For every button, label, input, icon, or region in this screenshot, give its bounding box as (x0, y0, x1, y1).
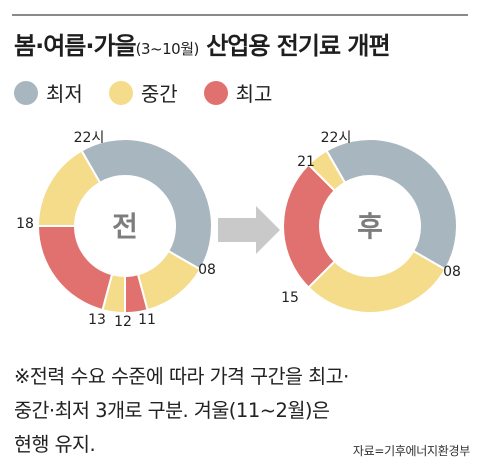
donut0-tick-label: 18 (16, 216, 34, 232)
donut0-segment-22-8 (80, 138, 213, 271)
footnote-line: ※전력 수요 수준에 따라 가격 구간을 최고· (14, 365, 349, 388)
title-rest: 산업용 전기료 개편 (198, 32, 390, 60)
legend-item-lowest: 최저 (14, 78, 83, 107)
legend-swatch-lowest (14, 80, 38, 105)
legend-label-lowest: 최저 (46, 82, 83, 106)
legend: 최저 중간 최고 (14, 78, 298, 107)
donut-charts: 전 22시 08 11 12 13 18 후 22시 08 15 21 (16, 130, 461, 330)
arrow-right-icon (218, 206, 280, 254)
footnote-line: 현행 유지. (14, 433, 96, 456)
donut0-segment-13-18 (36, 225, 114, 312)
title-main: 봄·여름·가을 (14, 32, 137, 60)
source-credit: 자료=기후에너지환경부 (352, 444, 470, 458)
donut1-segment-21-22 (307, 149, 347, 193)
donut1-tick-label: 22시 (321, 130, 352, 146)
donut0-segment-18-22 (36, 149, 102, 227)
donut1-segment-8-15 (307, 249, 447, 314)
donut0-tick-label: 13 (88, 312, 106, 328)
footnote: ※전력 수요 수준에 따라 가격 구간을 최고· 중간·최저 3개로 구분. 겨… (14, 360, 349, 462)
donut0-tick-label: 22시 (74, 130, 105, 146)
title-sub: (3~10월) (135, 40, 200, 58)
legend-label-middle: 중간 (140, 82, 178, 106)
donut0-tick-label: 11 (138, 312, 156, 328)
page-title: 봄·여름·가을(3~10월) 산업용 전기료 개편 (14, 26, 391, 61)
donut0-center-label: 전 (112, 210, 138, 243)
legend-swatch-middle (108, 80, 133, 105)
donut0-tick-label: 08 (198, 262, 216, 278)
donut1-tick-label: 08 (443, 264, 461, 280)
top-rule (12, 14, 468, 16)
donut1-center-label: 후 (357, 210, 383, 243)
legend-label-highest: 최고 (235, 82, 273, 106)
legend-swatch-highest (203, 80, 228, 105)
legend-item-highest: 최고 (203, 78, 273, 107)
donut1-segment-22-8 (325, 138, 458, 271)
legend-item-middle: 중간 (108, 78, 178, 107)
footnote-line: 중간·최저 3개로 구분. 겨울(11~2월)은 (14, 399, 330, 422)
donut1-tick-label: 21 (297, 154, 315, 170)
donut0-tick-label: 12 (114, 314, 132, 330)
donut1-tick-label: 15 (281, 290, 299, 306)
